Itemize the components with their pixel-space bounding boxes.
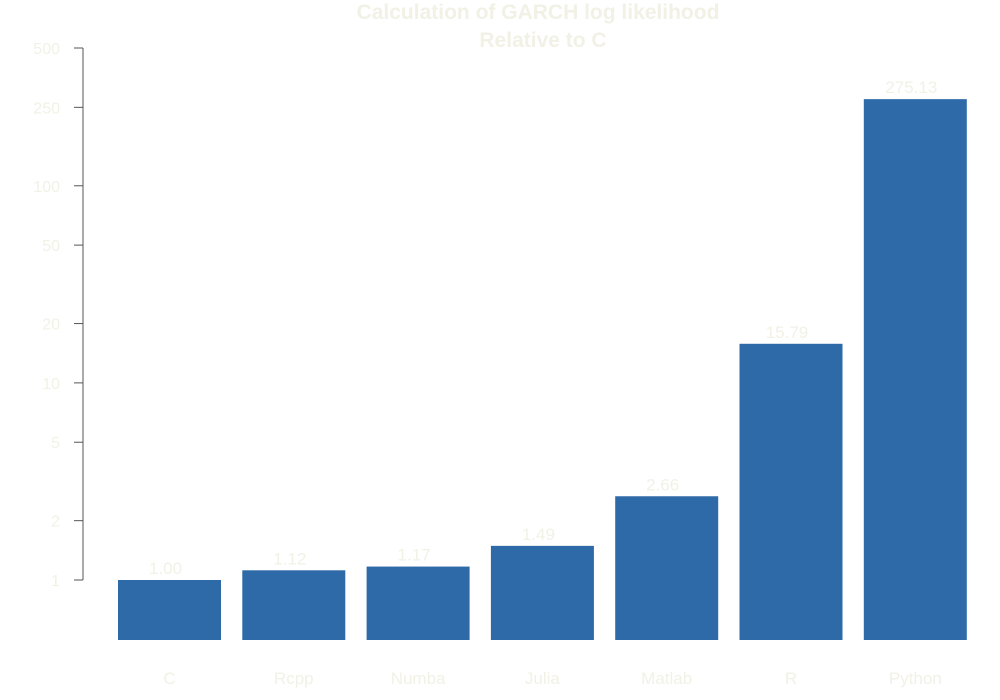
category-label-python: Python	[889, 669, 942, 688]
y-tick-label: 1	[51, 573, 60, 590]
bar-matlab	[615, 496, 719, 640]
bar-python	[863, 99, 967, 641]
data-label-matlab: 2.66	[646, 475, 679, 494]
category-label-c: C	[163, 669, 175, 688]
bar-rcpp	[242, 570, 346, 640]
category-label-julia: Julia	[525, 669, 561, 688]
data-label-rcpp: 1.12	[273, 549, 306, 568]
chart-title: Calculation of GARCH log likelihood	[357, 1, 720, 24]
y-tick-label: 2	[51, 514, 60, 531]
bar-numba	[366, 566, 470, 640]
category-label-rcpp: Rcpp	[274, 669, 314, 688]
bar-r	[739, 343, 843, 640]
y-tick-label: 5	[51, 435, 60, 452]
y-tick-label: 250	[33, 100, 60, 117]
data-label-numba: 1.17	[398, 546, 431, 565]
bar-julia	[490, 545, 594, 640]
x-axis-labels: C Rcpp Numba Julia Matlab R Python	[163, 669, 941, 688]
chart-subtitle: Relative to C	[479, 29, 606, 52]
category-label-numba: Numba	[391, 669, 446, 688]
y-axis: 1 2 5 10 20 50 100 250 500	[33, 41, 84, 590]
data-label-julia: 1.49	[522, 525, 555, 544]
y-tick-label: 500	[33, 41, 60, 58]
data-labels: 1.00 1.12 1.17 1.49 2.66 15.79 275.13	[149, 78, 937, 578]
bar-c	[118, 580, 221, 640]
category-label-matlab: Matlab	[641, 669, 692, 688]
bars	[118, 99, 967, 641]
data-label-c: 1.00	[149, 559, 182, 578]
y-tick-label: 100	[33, 179, 60, 196]
y-tick-label: 10	[42, 376, 60, 393]
data-label-r: 15.79	[766, 323, 809, 342]
y-tick-label: 20	[42, 317, 60, 334]
y-tick-label: 50	[42, 238, 60, 255]
data-label-python: 275.13	[885, 78, 937, 97]
category-label-r: R	[785, 669, 797, 688]
